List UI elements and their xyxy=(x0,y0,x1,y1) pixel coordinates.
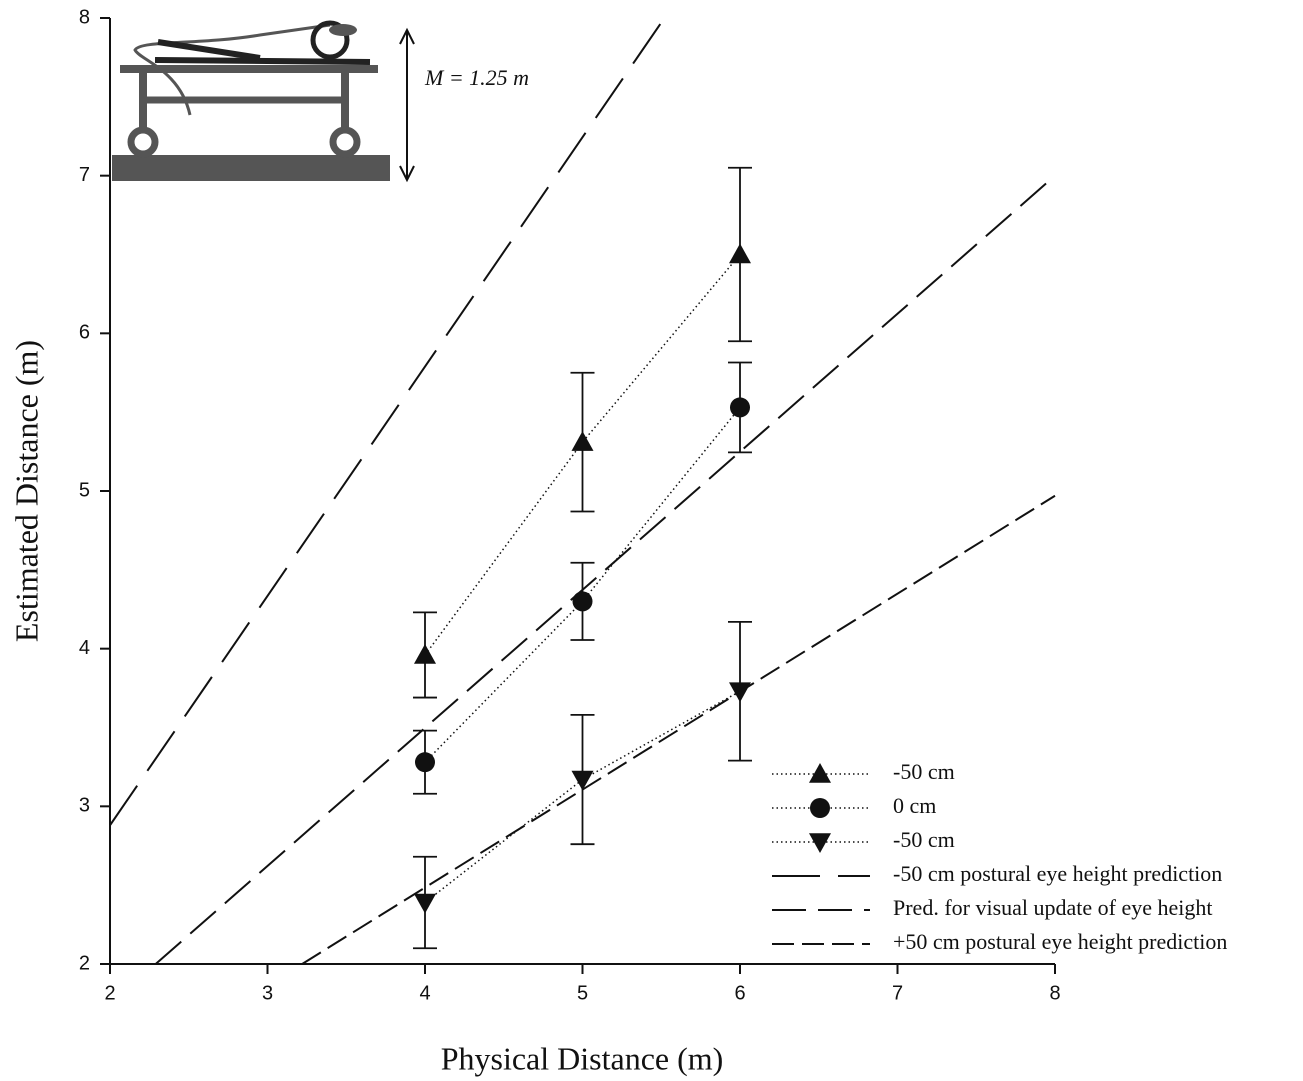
annotation: M = 1.25 m xyxy=(424,65,529,90)
x-tick-label: 7 xyxy=(892,982,903,1004)
marker xyxy=(414,643,436,664)
y-tick-label: 8 xyxy=(79,6,90,28)
legend-label: -50 cm xyxy=(893,827,955,852)
x-tick-label: 2 xyxy=(104,982,115,1004)
legend-label: -50 cm postural eye height prediction xyxy=(893,861,1222,886)
marker xyxy=(414,893,436,914)
marker xyxy=(810,798,830,818)
marker xyxy=(571,770,594,791)
x-tick-label: 6 xyxy=(734,982,745,1004)
marker xyxy=(809,833,831,853)
illustration xyxy=(112,20,415,183)
legend-label: 0 cm xyxy=(893,793,936,818)
y-tick-label: 5 xyxy=(79,479,90,501)
connect-line xyxy=(424,254,741,656)
legend-label: Pred. for visual update of eye height xyxy=(893,895,1213,920)
y-tick-label: 6 xyxy=(79,322,90,344)
y-tick-label: 3 xyxy=(79,795,90,817)
y-tick-label: 2 xyxy=(79,952,90,974)
marker xyxy=(809,763,831,783)
prediction-line xyxy=(155,174,1056,965)
legend-label: -50 cm xyxy=(893,759,955,784)
marker xyxy=(571,431,594,451)
y-axis-title: Estimated Distance (m) xyxy=(8,340,44,642)
marker xyxy=(415,752,435,773)
legend-label: +50 cm postural eye height prediction xyxy=(893,929,1227,954)
y-tick-label: 4 xyxy=(79,637,90,659)
x-tick-label: 3 xyxy=(262,982,273,1004)
marker xyxy=(572,591,593,612)
marker xyxy=(730,397,750,418)
prediction-line xyxy=(301,494,1056,965)
x-tick-label: 8 xyxy=(1049,982,1060,1004)
marker xyxy=(729,243,751,264)
x-tick-label: 4 xyxy=(419,982,430,1004)
x-axis-title: Physical Distance (m) xyxy=(441,1040,724,1076)
x-tick-label: 5 xyxy=(577,982,588,1004)
prediction-line xyxy=(109,17,666,826)
connect-line xyxy=(424,690,741,904)
y-tick-label: 7 xyxy=(79,164,90,186)
